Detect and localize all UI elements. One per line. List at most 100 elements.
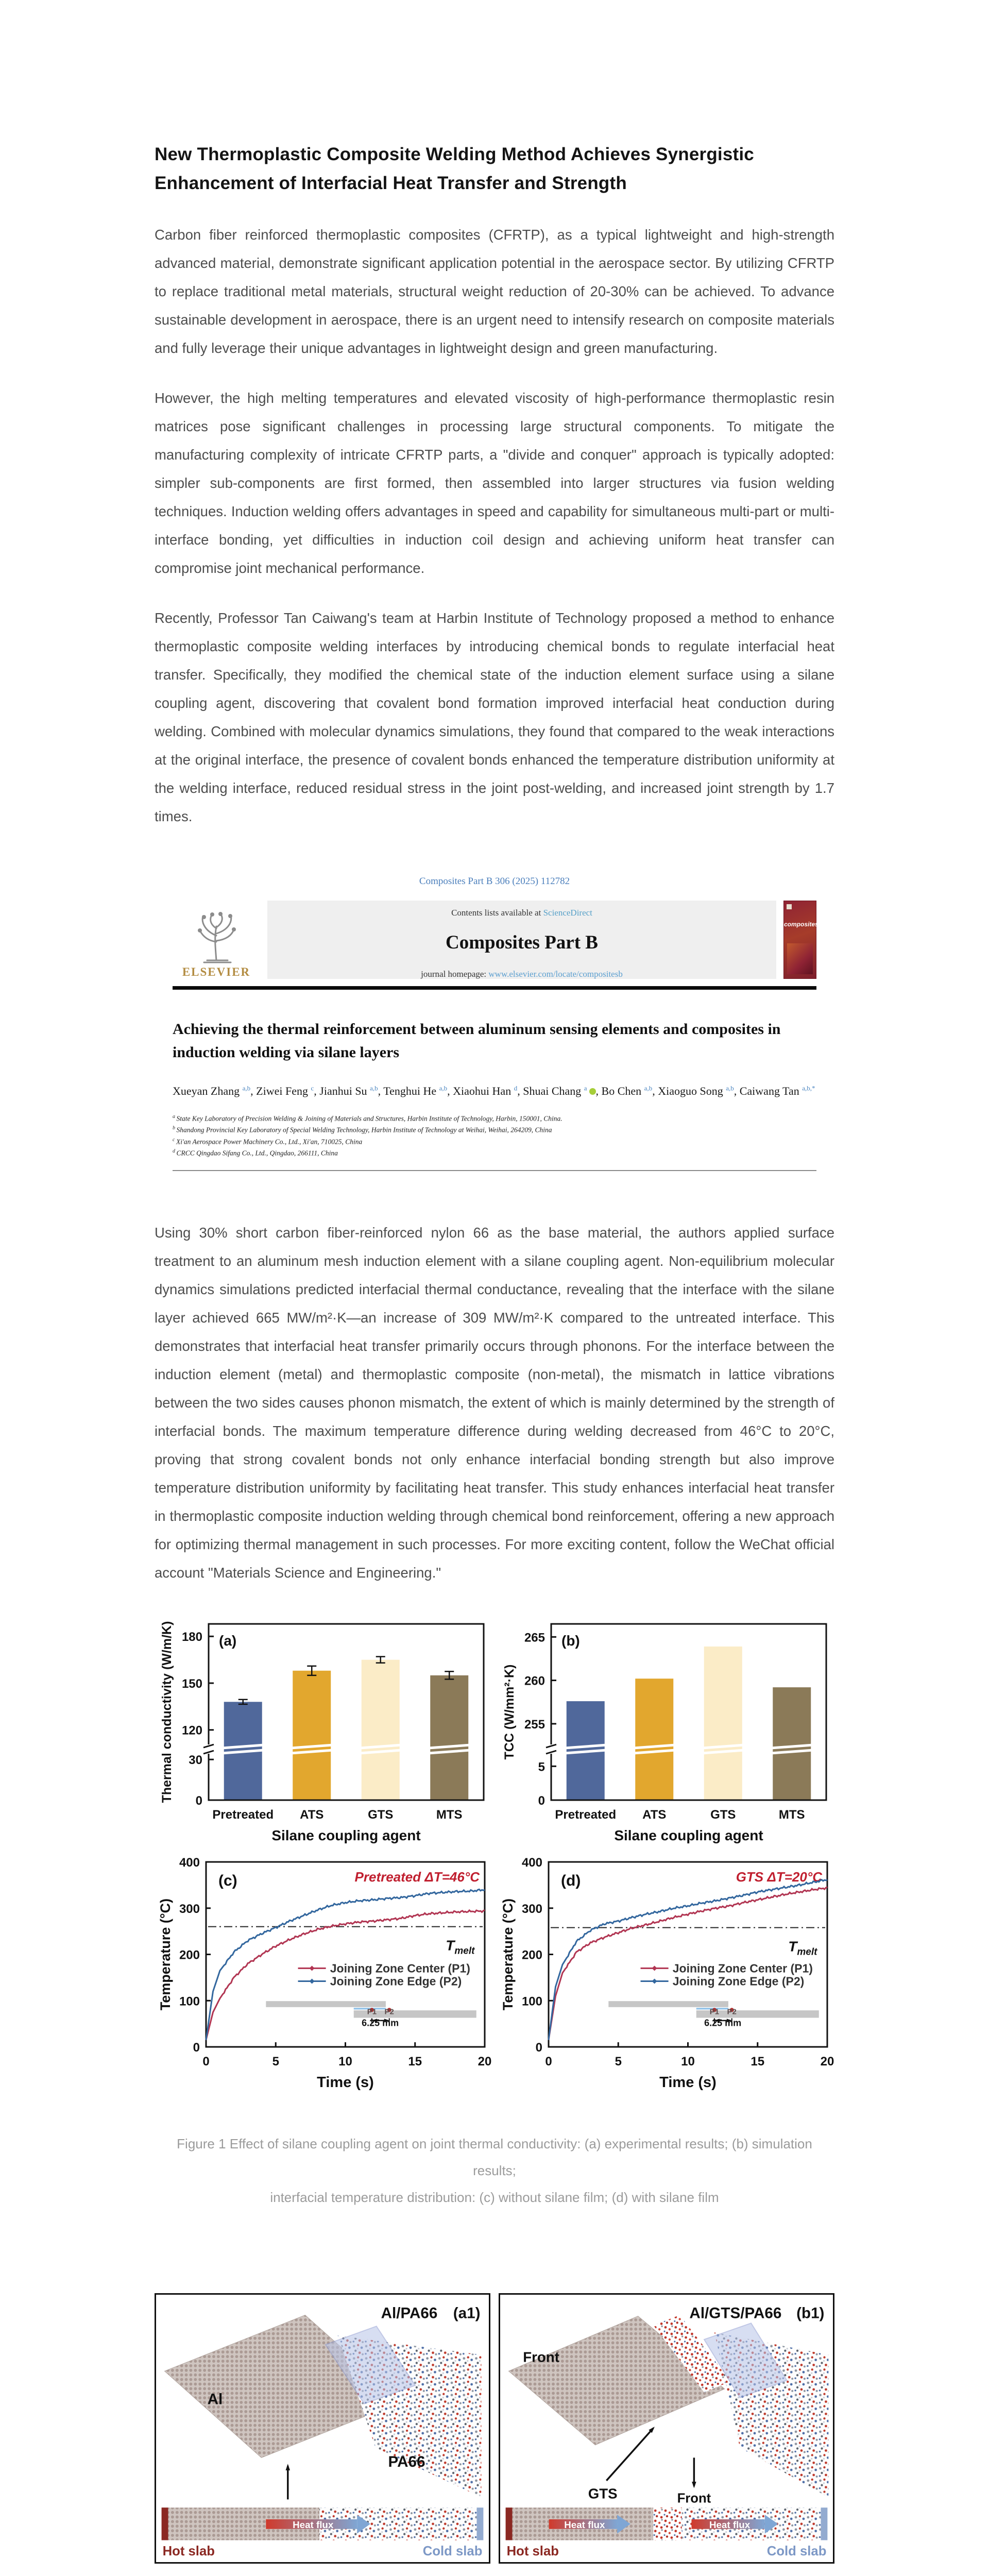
series-p1	[548, 1886, 828, 2040]
article-page: New Thermoplastic Composite Welding Meth…	[155, 0, 834, 2576]
x-tick-label: ATS	[642, 1808, 666, 1822]
elsevier-tree-icon	[198, 912, 236, 963]
author: Bo Chen a,b	[601, 1084, 653, 1097]
inset-dim-label: 6.25 mm	[362, 2018, 399, 2028]
sciencedirect-link[interactable]: ScienceDirect	[543, 908, 592, 918]
cover-logo-icon	[787, 904, 792, 909]
y-tick-label: 265	[524, 1631, 545, 1645]
panel-tag: (c)	[218, 1872, 237, 1889]
author: Tenghui He a,b	[383, 1084, 448, 1097]
journal-header: ELSEVIER Contents lists available at Sci…	[173, 901, 819, 979]
bar-ATS	[635, 1678, 674, 1800]
header-rule	[173, 986, 816, 990]
figure1-bar-chart-a: Pretreated ATS GTS MTS 0 30 120 150 180 Silane co…	[160, 1621, 485, 1843]
x-tick-label: 10	[681, 2055, 695, 2069]
affiliation-rule	[173, 1170, 816, 1171]
label-cold-slab: Cold slab	[767, 2544, 827, 2558]
y-axis-label: Temperature (°C)	[158, 1899, 173, 2010]
y-axis-label: TCC (W/mm²·K)	[502, 1664, 517, 1759]
y-tick-label: 200	[522, 1948, 542, 1962]
paper-affiliations: a State Key Laboratory of Precision Weld…	[173, 1113, 816, 1158]
bar-MTS	[773, 1687, 811, 1800]
author: Xiaohui Han d	[453, 1084, 518, 1097]
label-pa66: PA66	[388, 2453, 425, 2470]
y-tick-label: 300	[179, 1902, 200, 1916]
label-front-top: Front	[523, 2349, 559, 2365]
legend-label: Joining Zone Edge (P2)	[330, 1974, 462, 1988]
y-tick-label: 200	[179, 1948, 200, 1962]
legend-label: Joining Zone Center (P1)	[330, 1961, 470, 1975]
delta-t-annotation: Pretreated ΔT=46°C	[355, 1869, 481, 1885]
figure2-scatter-b2: 0306090120150180252264276288300312324Pos…	[497, 2570, 834, 2576]
panel-tag: (a)	[219, 1633, 236, 1649]
y-tick-label: 0	[536, 2041, 542, 2055]
cover-art	[787, 943, 813, 974]
y-tick-label: 255	[524, 1718, 545, 1732]
author: Jianhui Su a,b	[319, 1084, 378, 1097]
x-tick-label: Pretreated	[555, 1808, 616, 1822]
y-tick-label: 0	[196, 1794, 202, 1808]
y-tick-label: 5	[538, 1760, 545, 1774]
tmelt-label: Tmelt	[788, 1938, 817, 1957]
author: Ziwei Feng c	[256, 1084, 314, 1097]
y-tick-label: 30	[189, 1753, 202, 1767]
x-tick-label: Pretreated	[212, 1808, 274, 1822]
journal-citation: Composites Part B 306 (2025) 112782	[419, 876, 570, 887]
x-axis-label: Silane coupling agent	[614, 1827, 763, 1843]
x-axis-label: Time (s)	[317, 2074, 374, 2091]
paper-authors: Xueyan Zhang a,b, Ziwei Feng c, Jianhui …	[173, 1084, 815, 1097]
contents-line: Contents lists available at ScienceDirec…	[451, 908, 592, 918]
x-tick-label: 10	[338, 2055, 352, 2069]
x-tick-label: 15	[408, 2055, 422, 2069]
x-tick-label: GTS	[710, 1808, 736, 1822]
inset-dim-label: 6.25 mm	[704, 2018, 741, 2028]
legend-label: Joining Zone Center (P1)	[673, 1961, 813, 1975]
figure2-scatter-a2: 0306090120150264276288300312324Position …	[155, 2570, 492, 2576]
paragraph-challenge: However, the high melting temperatures a…	[155, 390, 834, 576]
affiliation: a State Key Laboratory of Precision Weld…	[173, 1114, 562, 1123]
y-tick-label: 150	[182, 1677, 202, 1691]
y-tick-label: 0	[538, 1794, 545, 1808]
panel-tag: (b1)	[796, 2304, 824, 2321]
figure1-bar-chart-b: Pretreated ATS GTS MTS 0 5 255 260 265 Silane cou…	[502, 1623, 827, 1843]
x-tick-label: 0	[202, 2055, 209, 2069]
x-tick-label: 5	[615, 2055, 622, 2069]
x-tick-label: 20	[478, 2055, 492, 2069]
model-title: Al/PA66	[381, 2304, 438, 2321]
elsevier-logo: ELSEVIER	[173, 901, 260, 979]
bar-GTS	[704, 1646, 742, 1800]
y-tick-label: 260	[524, 1674, 545, 1688]
journal-title: Composites Part B	[446, 932, 598, 953]
author: Xueyan Zhang a,b	[173, 1084, 251, 1097]
label-cold-slab: Cold slab	[423, 2544, 483, 2558]
panel-tag: (d)	[561, 1872, 581, 1889]
y-tick-label: 100	[179, 1994, 200, 2008]
label-heat-flux: Heat flux	[564, 2519, 605, 2530]
series-p1	[205, 1909, 485, 2040]
paper-title: Achieving the thermal reinforcement betw…	[173, 1021, 781, 1061]
journal-homepage-link[interactable]: www.elsevier.com/locate/compositesb	[488, 969, 623, 979]
author: Caiwang Tan a,b,*	[739, 1084, 815, 1097]
x-tick-label: 0	[545, 2055, 552, 2069]
y-tick-label: 0	[193, 2041, 200, 2055]
x-axis-label: Silane coupling agent	[271, 1827, 420, 1843]
inset-p1: P1	[367, 2007, 377, 2016]
label-gts: GTS	[588, 2485, 618, 2501]
orcid-icon	[589, 1088, 596, 1095]
journal-cover: composites	[783, 901, 819, 979]
label-hot-slab: Hot slab	[507, 2544, 559, 2558]
paragraph-intro: Carbon fiber reinforced thermoplastic co…	[155, 227, 834, 356]
paragraph-results: Using 30% short carbon fiber-reinforced …	[155, 1224, 834, 1581]
elsevier-wordmark: ELSEVIER	[182, 965, 251, 978]
label-front-bottom: Front	[677, 2491, 711, 2505]
bar-MTS	[430, 1675, 469, 1800]
journal-masthead: Contents lists available at ScienceDirec…	[267, 901, 776, 979]
tmelt-label: Tmelt	[446, 1937, 475, 1956]
x-tick-label: MTS	[779, 1808, 805, 1822]
y-axis-label: Thermal conductivity (W/m/K)	[160, 1621, 174, 1803]
affiliation: d CRCC Qingdao Sifang Co., Ltd., Qingdao…	[173, 1148, 338, 1157]
homepage-line: journal homepage: www.elsevier.com/locat…	[421, 969, 623, 979]
